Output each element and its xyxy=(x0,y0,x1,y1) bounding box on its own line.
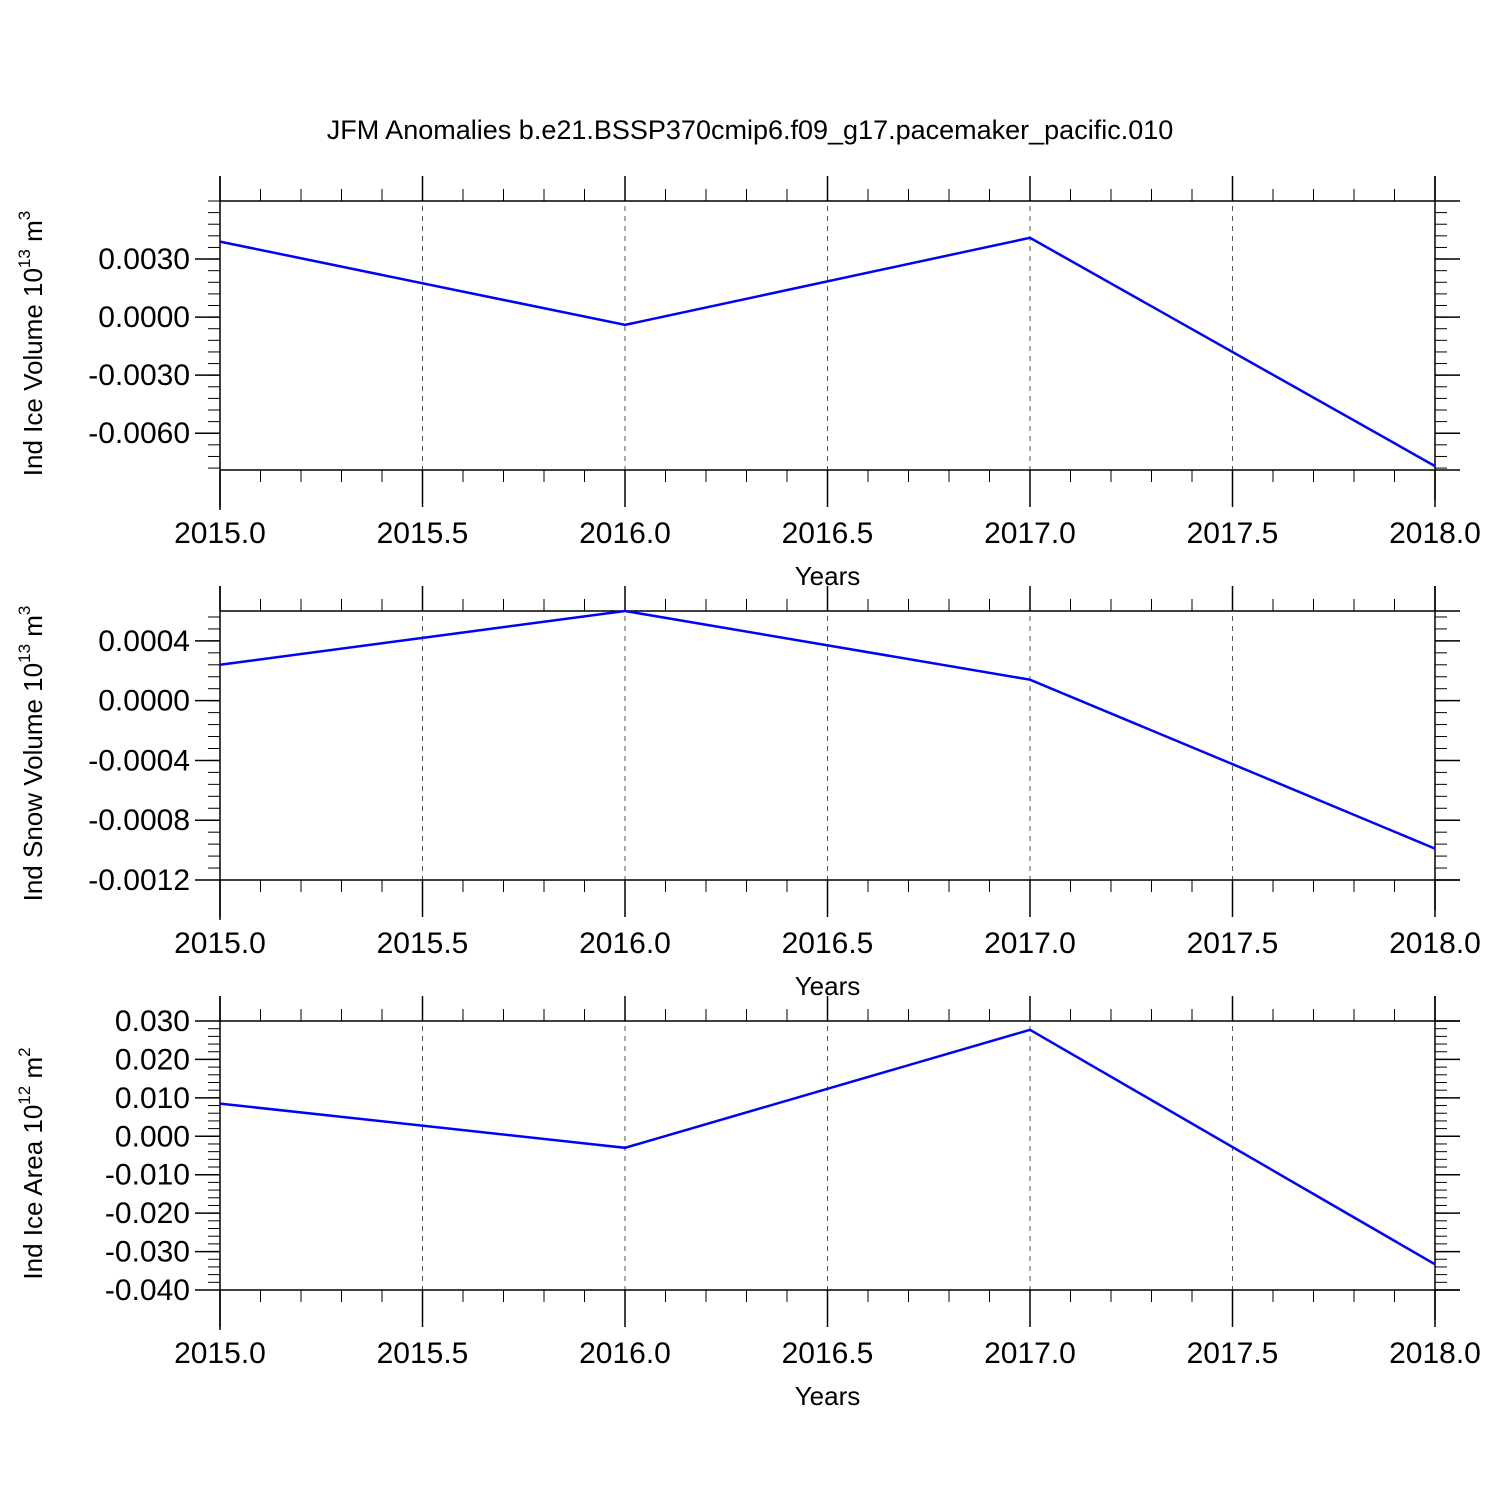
y-axis-label-unit: m xyxy=(18,1057,48,1086)
y-tick-label: 0.010 xyxy=(115,1082,190,1115)
y-axis-label-exponent: 13 xyxy=(15,249,34,268)
x-tick-label: 2018.0 xyxy=(1389,927,1481,960)
y-tick-label: -0.0004 xyxy=(88,744,190,777)
y-axis-label-unit-exponent: 3 xyxy=(15,606,34,615)
x-tick-label: 2016.5 xyxy=(782,927,874,960)
x-tick-label: 2015.0 xyxy=(174,517,266,550)
x-tick-label: 2015.5 xyxy=(377,517,469,550)
y-tick-label: 0.0000 xyxy=(98,685,190,718)
x-tick-label: 2017.5 xyxy=(1187,1337,1279,1370)
x-tick-label: 2017.0 xyxy=(984,1337,1076,1370)
y-tick-label: -0.0060 xyxy=(88,417,190,450)
y-axis-label-unit: m xyxy=(18,615,48,644)
y-tick-label: -0.040 xyxy=(105,1274,190,1307)
y-tick-label: -0.020 xyxy=(105,1197,190,1230)
x-tick-label: 2016.0 xyxy=(579,1337,671,1370)
x-tick-label: 2017.5 xyxy=(1187,517,1279,550)
y-tick-label: 0.0030 xyxy=(98,243,190,276)
y-tick-label: 0.000 xyxy=(115,1120,190,1153)
y-axis-label-exponent: 13 xyxy=(15,644,34,663)
y-axis-label: Ind Ice Area 1012 m2 xyxy=(15,1047,48,1279)
series-line xyxy=(219,236,1436,468)
y-tick-label: 0.0000 xyxy=(98,301,190,334)
y-tick-label: 0.0004 xyxy=(98,625,190,658)
y-tick-label: -0.0008 xyxy=(88,804,190,837)
panel-3: 0.030 0.020 0.010 0.000 -0.010 -0.020 -0.030 -0… xyxy=(15,996,1481,1411)
x-tick-label: 2016.5 xyxy=(782,517,874,550)
x-tick-label: 2016.5 xyxy=(782,1337,874,1370)
y-axis-label-main: Ind Ice Area 10 xyxy=(18,1105,48,1280)
x-tick-label: 2017.0 xyxy=(984,927,1076,960)
series-line xyxy=(219,1028,1436,1266)
x-tick-label: 2016.0 xyxy=(579,927,671,960)
chart-title: JFM Anomalies b.e21.BSSP370cmip6.f09_g17… xyxy=(327,115,1174,145)
x-tick-label: 2017.0 xyxy=(984,517,1076,550)
series-line xyxy=(219,609,1436,850)
x-tick-label: 2015.5 xyxy=(377,1337,469,1370)
y-axis-label-main: Ind Snow Volume 10 xyxy=(18,663,48,902)
panel-2: 0.0004 0.0000 -0.0004 -0.0008 -0.0012 2015.0 2… xyxy=(15,586,1481,1001)
y-tick-label: -0.0012 xyxy=(88,864,190,897)
x-tick-label: 2017.5 xyxy=(1187,927,1279,960)
y-axis-label-unit-exponent: 3 xyxy=(15,211,34,220)
y-axis-label-unit-exponent: 2 xyxy=(15,1047,34,1056)
y-axis-label: Ind Ice Volume 1013 m3 xyxy=(15,211,48,476)
x-axis-label: Years xyxy=(795,1381,861,1411)
x-tick-label: 2016.0 xyxy=(579,517,671,550)
x-tick-label: 2015.0 xyxy=(174,1337,266,1370)
y-tick-label: -0.030 xyxy=(105,1236,190,1269)
x-tick-label: 2015.0 xyxy=(174,927,266,960)
y-axis-label-main: Ind Ice Volume 10 xyxy=(18,268,48,476)
panel-1: 0.0030 0.0000 -0.0030 -0.0060 2015.0 2015.5 20… xyxy=(15,176,1481,591)
y-axis-label: Ind Snow Volume 1013 m3 xyxy=(15,606,48,902)
y-tick-label: 0.030 xyxy=(115,1005,190,1038)
x-tick-label: 2015.5 xyxy=(377,927,469,960)
y-tick-label: 0.020 xyxy=(115,1043,190,1076)
x-tick-label: 2018.0 xyxy=(1389,517,1481,550)
y-tick-label: -0.0030 xyxy=(88,359,190,392)
y-axis-label-exponent: 12 xyxy=(15,1086,34,1105)
y-axis-label-unit: m xyxy=(18,220,48,249)
y-tick-label: -0.010 xyxy=(105,1159,190,1192)
x-tick-label: 2018.0 xyxy=(1389,1337,1481,1370)
